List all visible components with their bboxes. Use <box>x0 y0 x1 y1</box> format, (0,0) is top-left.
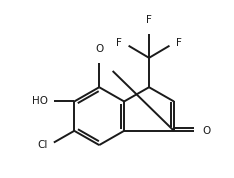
Text: Cl: Cl <box>37 140 48 150</box>
Text: O: O <box>202 126 211 136</box>
Text: O: O <box>95 44 103 54</box>
Text: F: F <box>146 15 152 25</box>
Text: F: F <box>117 38 122 48</box>
Text: F: F <box>176 38 182 48</box>
Text: HO: HO <box>32 96 48 106</box>
